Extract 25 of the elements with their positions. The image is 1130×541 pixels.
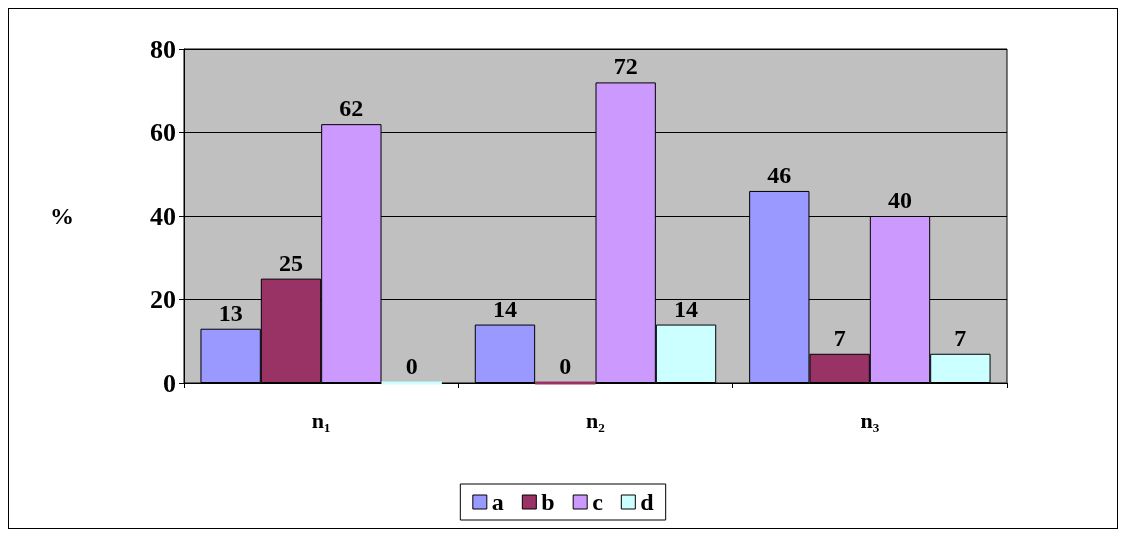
data-label: 40 [888,187,913,213]
legend-label: a [491,489,504,515]
legend-label: c [592,489,604,515]
x-tick-label: n₁ [311,407,331,433]
x-tick-label: n₂ [586,407,606,433]
data-label: 14 [674,295,699,322]
y-tick-label: 80 [150,34,176,64]
data-label: 14 [492,295,517,322]
data-label: 0 [405,352,418,379]
data-label: 25 [278,249,303,276]
data-label: 13 [218,299,243,326]
data-label: 7 [954,324,967,351]
y-tick-label: 20 [150,285,176,314]
data-label: 7 [833,324,846,351]
data-label: 0 [559,352,572,379]
legend-label: b [541,489,555,515]
data-label: 72 [613,53,638,80]
data-label: 62 [339,95,364,122]
y-tick-label: 40 [150,201,176,231]
y-axis-title: % [50,203,74,229]
data-label: 46 [767,161,792,188]
x-tick-label: n₃ [860,407,880,433]
legend-label: d [640,489,655,515]
y-tick-label: 60 [150,118,176,147]
y-tick-label: 0 [163,368,176,398]
